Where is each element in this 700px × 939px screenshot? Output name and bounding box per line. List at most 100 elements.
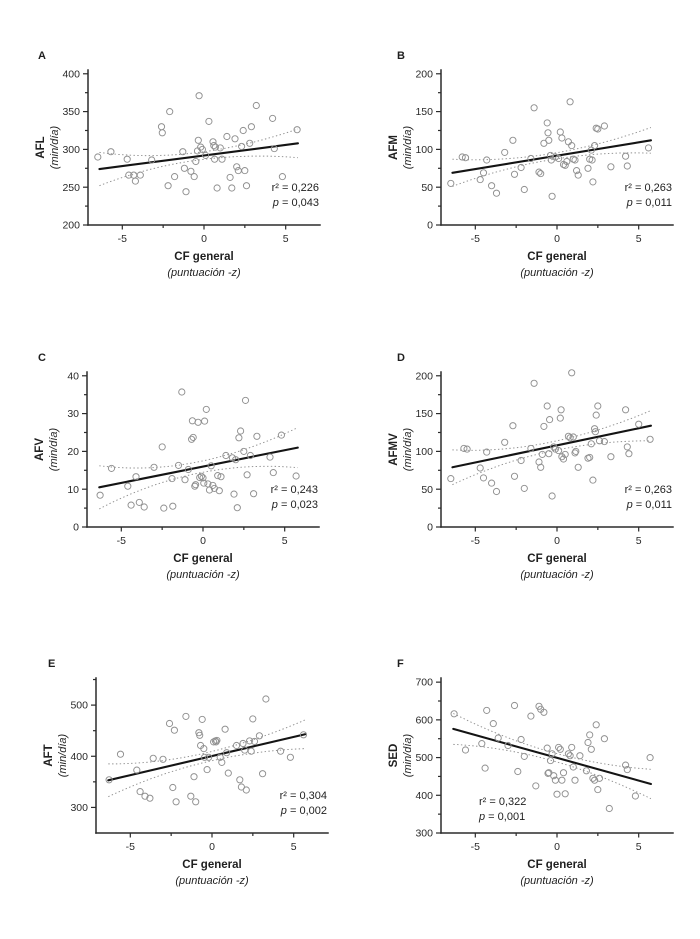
data-point (262, 695, 270, 703)
x-tick-label: -5 (117, 535, 126, 547)
data-point (236, 776, 244, 784)
data-point (233, 163, 241, 171)
confidence-band-upper (99, 427, 299, 469)
data-point (192, 798, 200, 806)
y-tick-label: 150 (415, 408, 433, 420)
data-point (217, 473, 225, 481)
scatter-plot-E: E 300 400 500 -5 0 5 r² = 0,304 p = 0,002 CF gene… (43, 658, 329, 887)
data-point (131, 177, 139, 185)
panel-f-sed: F 300 400 500 600 700 -5 0 5 r² = 0,322 p = 0,001 C… (383, 646, 700, 902)
data-point (200, 745, 208, 753)
y-axis-ticks: 300 400 500 (70, 678, 96, 814)
x-tick-label: 0 (200, 535, 206, 547)
y-tick-label: 300 (62, 144, 80, 156)
data-point (501, 148, 509, 156)
data-point (517, 456, 525, 465)
panel-a-afl: A 200 250 300 350 400 -5 0 5 r² = 0,226 p = 0,043 C… (30, 38, 347, 294)
data-point (192, 157, 200, 166)
data-point (607, 453, 615, 461)
data-point (461, 154, 470, 162)
x-tick-label: 5 (291, 841, 297, 853)
x-tick-label: 5 (636, 841, 642, 853)
x-axis-ticks: -5 0 5 (471, 833, 642, 853)
data-point (160, 504, 168, 512)
data-point (197, 143, 205, 151)
data-point (166, 108, 174, 116)
data-point (299, 731, 308, 739)
data-points (450, 701, 654, 813)
trend-line (98, 446, 299, 489)
x-tick-label: 5 (636, 535, 642, 547)
data-point (460, 444, 468, 452)
data-point (492, 189, 501, 197)
data-point (476, 176, 484, 184)
data-point (586, 731, 594, 739)
y-axis-label: AFMV (388, 433, 400, 466)
stats-r2: r² = 0,304 (280, 790, 327, 802)
y-tick-label: 600 (415, 714, 433, 726)
x-axis-unit-label: (puntuación -z) (175, 875, 249, 887)
data-point (582, 767, 590, 775)
data-point (132, 473, 140, 481)
data-point (551, 445, 559, 453)
data-point (548, 750, 556, 758)
data-point (558, 776, 566, 784)
data-point (555, 447, 563, 455)
data-point (168, 475, 176, 483)
data-point (463, 445, 471, 453)
data-point (543, 744, 551, 752)
y-axis-ticks: 0 50 100 150 200 (415, 370, 441, 534)
data-point (548, 492, 556, 500)
y-tick-label: 100 (415, 144, 433, 156)
x-axis-unit-label: (puntuación -z) (167, 267, 241, 279)
data-point (555, 154, 563, 163)
data-point (558, 134, 566, 142)
data-point (592, 721, 600, 729)
y-axis-unit-label: (min/día) (57, 733, 69, 777)
data-point (198, 145, 206, 153)
y-axis-label: AFL (35, 136, 47, 158)
data-point (576, 752, 584, 760)
data-point (210, 142, 218, 150)
data-point (246, 139, 254, 147)
data-point (133, 766, 141, 774)
confidence-band-upper (452, 410, 652, 451)
trend-line (107, 733, 307, 782)
x-axis-ticks: -5 0 5 (471, 527, 642, 547)
scatter-plot-A: A 200 250 300 350 400 -5 0 5 r² = 0,226 p = 0,043 C… (35, 50, 321, 279)
data-point (447, 475, 455, 483)
x-tick-label: -5 (118, 233, 127, 245)
data-point (514, 767, 522, 776)
data-point (94, 153, 102, 161)
x-axis-ticks: -5 0 5 (471, 225, 642, 245)
data-point (543, 402, 551, 410)
data-point (250, 490, 258, 498)
data-points (447, 369, 654, 500)
data-point (510, 170, 519, 178)
data-point (520, 484, 528, 492)
data-point (214, 472, 222, 480)
stats-p: p = 0,043 (272, 197, 319, 209)
data-point (205, 117, 213, 125)
data-point (199, 474, 207, 482)
data-point (584, 738, 592, 747)
data-point (553, 790, 561, 798)
data-point (530, 104, 538, 112)
y-axis-label: AFT (43, 744, 55, 766)
x-tick-label: 0 (201, 233, 207, 245)
data-point (107, 148, 115, 156)
data-point (195, 92, 203, 100)
data-point (241, 396, 250, 404)
data-point (228, 184, 236, 192)
data-point (517, 163, 525, 172)
data-point (190, 173, 198, 181)
y-tick-label: 400 (62, 68, 80, 80)
data-point (591, 425, 599, 433)
data-point (646, 435, 654, 443)
data-point (210, 738, 218, 746)
data-point (277, 431, 285, 439)
data-point (530, 379, 538, 387)
data-point (207, 462, 215, 470)
data-point (292, 472, 300, 480)
